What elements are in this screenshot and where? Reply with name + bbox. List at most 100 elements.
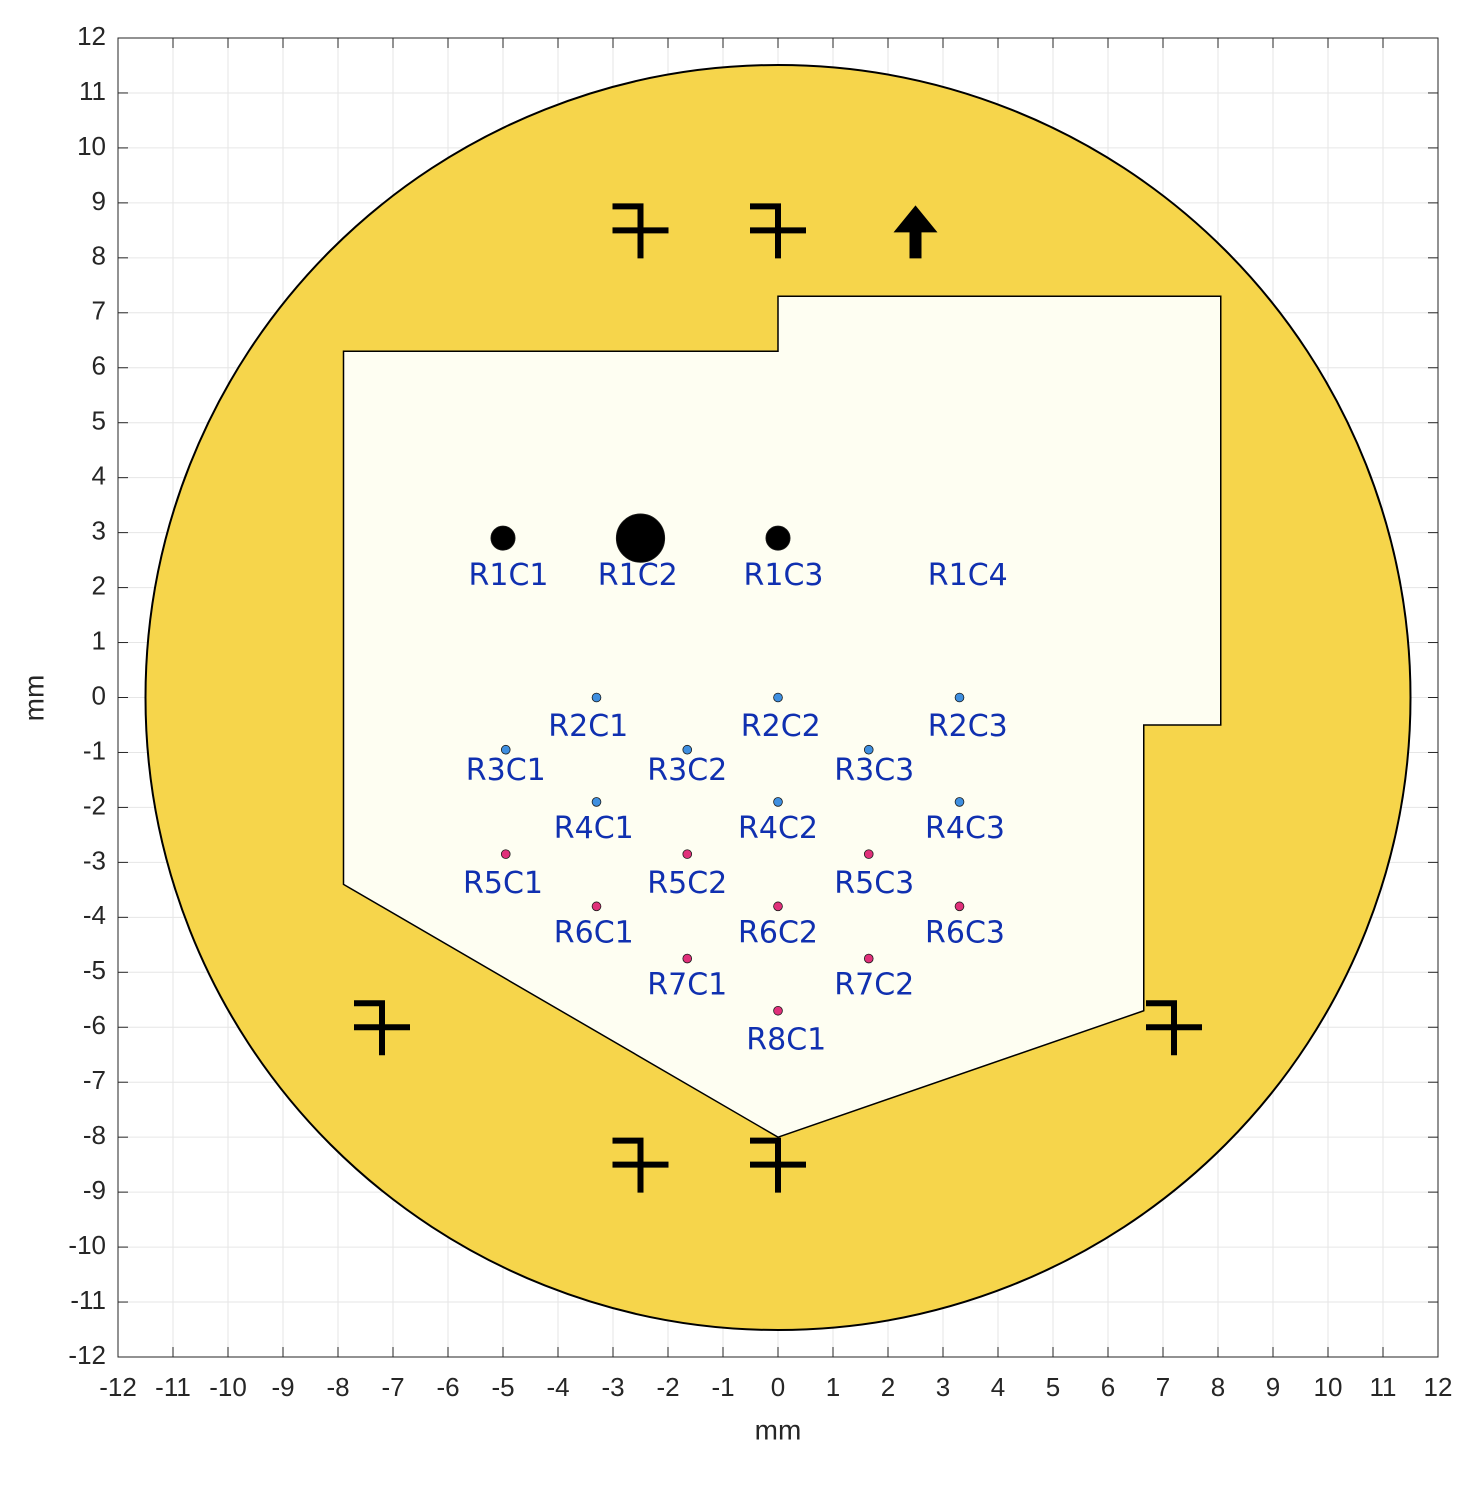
point [954,692,965,703]
point [954,797,965,807]
fiducial [1146,1000,1202,1056]
point [682,744,693,755]
point-label: R5C2 [647,866,727,901]
y-tick-label: -2 [83,790,106,820]
point [682,953,693,964]
y-tick-label: 7 [92,296,106,326]
fiducial [750,203,806,259]
x-tick-label: 10 [1314,1372,1343,1402]
x-tick-label: 5 [1046,1372,1060,1402]
x-tick-label: 2 [881,1372,895,1402]
point-label: R7C2 [834,968,914,1003]
point-label: R4C2 [738,811,818,846]
point [500,744,511,755]
y-tick-label: -11 [70,1285,106,1315]
fiducial [354,1000,410,1056]
fiducial [612,1137,669,1193]
y-tick-label: 10 [77,131,106,161]
orientation-arrow [893,205,938,259]
y-tick-label: 0 [92,680,106,710]
point-label: R3C2 [647,753,727,788]
point [773,901,783,912]
point [765,525,791,551]
y-tick-label: -8 [83,1120,106,1150]
x-tick-label: -1 [711,1372,734,1402]
y-tick-label: 1 [92,625,106,655]
y-tick-label: 2 [92,570,106,600]
point [500,849,511,859]
x-tick-label: -8 [326,1372,349,1402]
point-label: R6C3 [925,915,1005,950]
x-tick-label: 4 [991,1372,1005,1402]
point-label: R1C3 [744,558,824,593]
x-tick-label: -5 [491,1372,514,1402]
x-tick-label: -9 [271,1372,294,1402]
point [773,1005,783,1016]
x-tick-label: -3 [601,1372,624,1402]
point [863,953,874,964]
y-tick-label: -7 [83,1065,106,1095]
x-tick-label: 6 [1101,1372,1115,1402]
x-tick-label: -11 [155,1372,191,1402]
point [490,525,516,551]
y-tick-label: 11 [79,76,106,106]
y-tick-label: 4 [92,461,106,491]
x-tick-label: -10 [209,1372,247,1402]
y-tick-label: -4 [83,900,106,930]
point [591,692,602,703]
y-tick-label: 8 [92,241,106,271]
x-tick-label: 7 [1156,1372,1170,1402]
point-label: R2C3 [928,709,1008,744]
point-label: R3C1 [466,753,546,788]
point-label: R5C1 [463,866,543,901]
point-label: R1C1 [469,558,549,593]
region [342,295,1222,1138]
point [615,513,666,563]
x-tick-label: 3 [936,1372,950,1402]
y-tick-label: -6 [83,1010,106,1040]
x-tick-label: 1 [826,1372,840,1402]
x-tick-label: 8 [1211,1372,1225,1402]
y-tick-label: 3 [92,516,106,546]
point [591,901,602,912]
point [863,744,874,755]
point [591,797,602,807]
point-label: R6C1 [554,915,634,950]
point-label: R6C2 [738,915,818,950]
x-tick-label: 11 [1370,1372,1397,1402]
x-tick-label: -7 [381,1372,404,1402]
y-tick-label: -9 [83,1175,106,1205]
x-tick-label: -12 [99,1372,137,1402]
point [773,797,783,807]
point-label: R4C3 [925,811,1005,846]
y-tick-label: -3 [83,845,106,875]
point-label: R1C4 [928,558,1008,593]
x-axis-label: mm [755,1414,802,1445]
y-tick-label: -5 [83,955,106,985]
x-tick-label: 9 [1266,1372,1280,1402]
point [954,901,965,912]
y-tick-label: -1 [83,735,106,765]
y-tick-label: 6 [92,351,106,381]
point-label: R7C1 [647,968,727,1003]
point [773,692,783,703]
point [682,849,693,859]
point-label: R4C1 [554,811,634,846]
point-label: R3C3 [834,753,914,788]
point-label: R2C2 [741,709,821,744]
y-tick-label: 12 [77,21,106,51]
y-tick-label: 5 [92,406,106,436]
x-tick-label: -6 [436,1372,459,1402]
point-label: R2C1 [548,709,628,744]
point-label: R1C2 [598,558,678,593]
point-label: R8C1 [746,1022,826,1057]
x-tick-label: 12 [1424,1372,1453,1402]
y-tick-label: -10 [68,1230,106,1260]
fiducial [612,203,669,259]
point-label: R5C3 [834,866,914,901]
x-tick-label: 0 [771,1372,785,1402]
y-tick-label: -12 [68,1340,106,1370]
y-axis-label: mm [18,675,49,722]
x-tick-label: -2 [656,1372,679,1402]
